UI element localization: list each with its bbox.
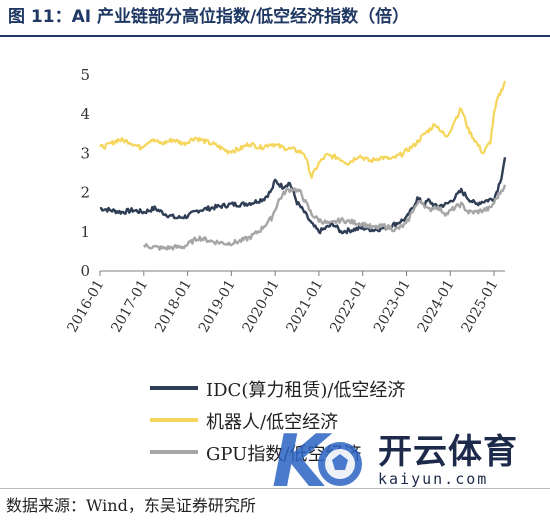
chart-legend: IDC(算力租赁)/低空经济 机器人/低空经济 GPU指数/低空经济 xyxy=(150,372,450,468)
title-divider xyxy=(0,35,550,37)
y-tick-label: 2 xyxy=(80,184,90,202)
y-tick-label: 0 xyxy=(80,262,90,280)
legend-swatch-robot xyxy=(150,418,198,422)
watermark-brand-text: 开云体育 xyxy=(378,432,518,472)
y-tick-label: 5 xyxy=(80,66,90,84)
x-tick-labels: 2016-01 2017-01 2018-01 2019-01 2020-01 2021-… xyxy=(65,277,502,335)
figure-title: 图 11：AI 产业链部分高位指数/低空经济指数（倍） xyxy=(8,7,410,27)
x-tick-label: 2017-01 xyxy=(108,277,151,335)
chart-series xyxy=(99,80,507,251)
x-tick-label: 2021-01 xyxy=(283,277,326,335)
watermark-emblem-icon: K xyxy=(272,420,362,500)
x-tick-label: 2020-01 xyxy=(240,277,283,335)
legend-item-robot: 机器人/低空经济 xyxy=(150,404,450,436)
x-tick-label: 2022-01 xyxy=(327,277,370,335)
y-tick-label: 1 xyxy=(80,223,90,241)
data-source-note: 数据来源：Wind，东吴证券研究所 xyxy=(6,496,256,515)
legend-label-idc: IDC(算力租赁)/低空经济 xyxy=(206,380,406,401)
x-tick-label: 2019-01 xyxy=(196,277,239,335)
legend-swatch-idc xyxy=(150,386,198,390)
legend-swatch-gpu xyxy=(150,450,198,454)
x-tick-label: 2018-01 xyxy=(152,277,195,335)
legend-label-robot: 机器人/低空经济 xyxy=(206,412,339,433)
x-tick-label: 2023-01 xyxy=(371,277,414,335)
line-chart: 0 1 2 3 4 5 2016-01 2017-01 2018-01 2019-01 2020-… xyxy=(65,66,507,335)
legend-item-idc: IDC(算力租赁)/低空经济 xyxy=(150,372,450,404)
y-tick-labels: 0 1 2 3 4 5 xyxy=(80,66,90,280)
source-divider xyxy=(0,488,550,489)
chart-axes xyxy=(99,270,505,276)
watermark-logo: K 开云体育 kaiyun.com xyxy=(268,420,548,500)
series-line-1 xyxy=(99,80,507,179)
x-tick-label: 2016-01 xyxy=(65,277,108,335)
series-line-2 xyxy=(142,184,507,251)
watermark-url-text: kaiyun.com xyxy=(378,470,489,488)
x-tick-label: 2024-01 xyxy=(415,277,458,335)
x-tick-label: 2025-01 xyxy=(459,277,502,335)
y-tick-label: 4 xyxy=(80,105,90,123)
y-tick-label: 3 xyxy=(80,144,90,162)
